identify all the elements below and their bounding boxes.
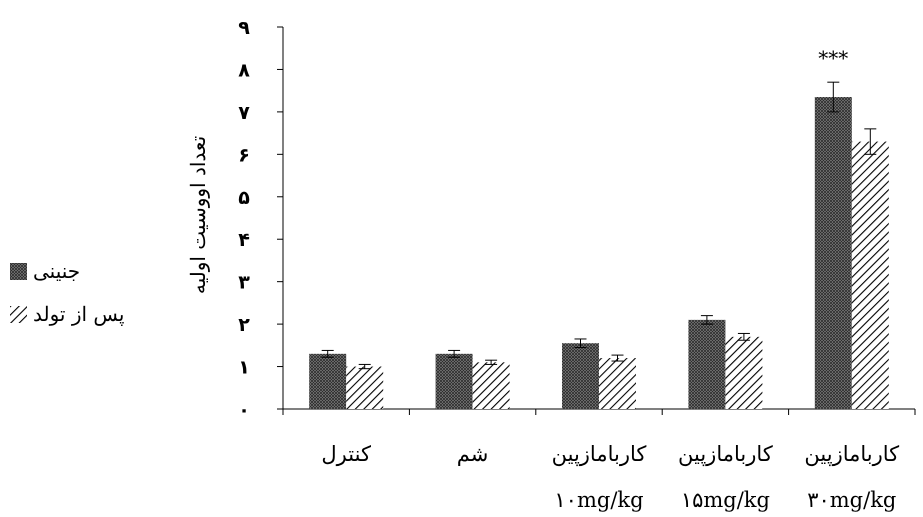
bar-postnatal: [472, 362, 510, 409]
bar-prenatal: [435, 353, 473, 409]
x-category-label: شم: [457, 442, 489, 467]
x-category-dose-label: ۱۰mg/kg: [554, 488, 643, 512]
y-tick-label: ۷: [238, 102, 250, 124]
bar-prenatal: [688, 319, 726, 409]
y-tick-label: ۴: [238, 229, 250, 251]
x-category-labels: کنترل شم کاربامازپین ۱۰mg/kg کاربامازپین ۱۵mg…: [321, 442, 899, 512]
legend-item-prenatal: جنینی: [10, 258, 124, 284]
bar-postnatal: [851, 141, 889, 409]
annotations: ***: [818, 46, 848, 70]
x-category-label: کاربامازپین: [678, 442, 773, 467]
legend-label-postnatal: پس از تولد: [33, 302, 125, 326]
error-bars: [321, 81, 877, 370]
bar-postnatal: [599, 358, 636, 409]
legend-swatch-diagonal: [10, 305, 27, 323]
y-tick-label: ۱: [238, 357, 250, 379]
x-category-label: کنترل: [321, 442, 371, 467]
bar-prenatal: [562, 343, 599, 409]
x-category-dose-label: ۳۰mg/kg: [807, 488, 896, 512]
y-tick-label: ۸: [238, 59, 250, 81]
axes: [277, 26, 916, 415]
y-tick-label: ۹: [238, 17, 250, 39]
x-category-label: کاربامازپین: [552, 442, 647, 467]
bar-postnatal: [346, 366, 384, 409]
y-axis-label: تعداد اووسیت اولیه: [186, 136, 210, 294]
legend: جنینی پس از تولد: [10, 258, 124, 344]
x-category-label: کاربامازپین: [804, 442, 899, 467]
y-tick-labels: ۰ ۱ ۲ ۳ ۴ ۵ ۶ ۷ ۸ ۹: [238, 17, 250, 421]
y-tick-label: ۰: [238, 399, 250, 421]
legend-swatch-crosshatch: [10, 262, 27, 280]
significance-marker: ***: [818, 46, 848, 70]
bar-prenatal: [309, 353, 347, 409]
y-tick-label: ۶: [238, 144, 250, 166]
legend-label-prenatal: جنینی: [33, 259, 81, 283]
legend-item-postnatal: پس از تولد: [10, 301, 124, 327]
y-tick-label: ۲: [238, 314, 250, 336]
bar-prenatal: [814, 97, 852, 410]
x-category-dose-label: ۱۵mg/kg: [681, 488, 770, 512]
y-tick-label: ۵: [238, 187, 250, 209]
y-tick-label: ۳: [238, 272, 250, 294]
bars: [309, 97, 889, 410]
bar-postnatal: [725, 336, 763, 409]
